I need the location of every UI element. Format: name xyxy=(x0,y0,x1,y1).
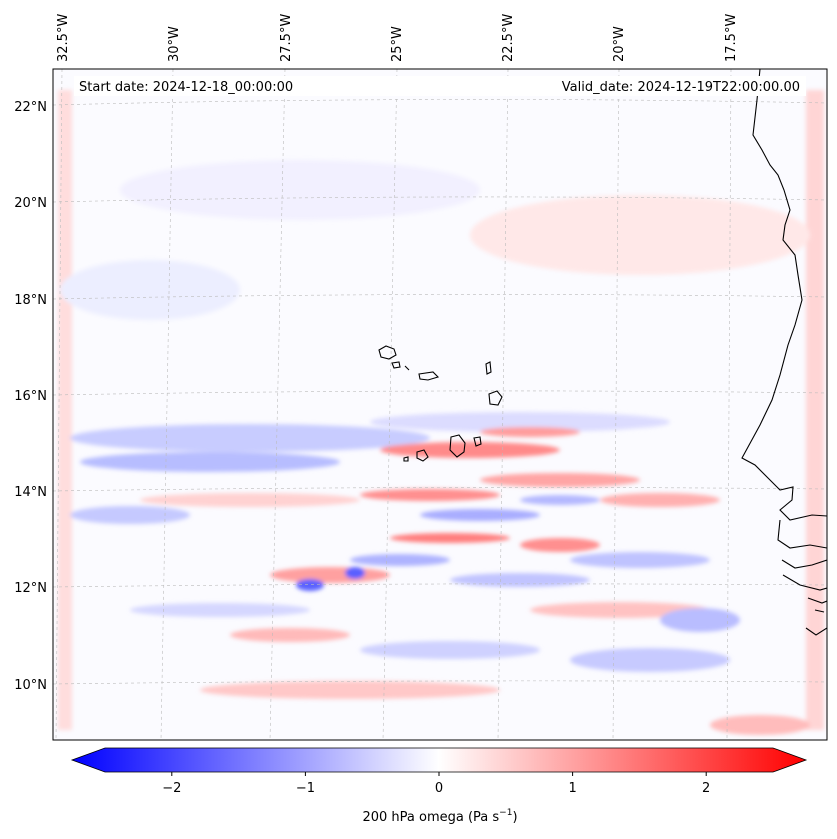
lon-label: 22.5°W xyxy=(501,14,516,62)
lon-label: 27.5°W xyxy=(279,14,294,62)
gridline-lon xyxy=(160,69,174,740)
omega-patch xyxy=(530,602,710,618)
colorbar-label: 200 hPa omega (Pa s−1) xyxy=(362,808,517,825)
lon-label: 17.5°W xyxy=(724,14,739,62)
omega-patch xyxy=(70,424,430,452)
omega-patch xyxy=(520,538,600,552)
omega-patch xyxy=(296,579,324,591)
omega-patch xyxy=(570,552,710,568)
valid-date-label: Valid_date: 2024-12-19T22:00:00.00 xyxy=(562,80,800,95)
omega-patch xyxy=(470,195,810,275)
island-sal xyxy=(485,361,492,375)
omega-patch xyxy=(370,412,670,432)
lon-label: 30°W xyxy=(167,26,182,62)
gridline-lon xyxy=(612,69,620,740)
omega-patch xyxy=(450,573,590,587)
map-panel: Start date: 2024-12-18_00:00:00 Valid_da… xyxy=(52,68,828,741)
island-santo-antao xyxy=(378,345,397,360)
omega-patch xyxy=(390,533,510,543)
gridline-lat xyxy=(53,196,827,203)
colorbar-label-end: ) xyxy=(512,810,517,825)
lat-label: 20°N xyxy=(14,196,47,211)
gridline-lat xyxy=(53,487,827,492)
gridline-lon xyxy=(55,69,63,740)
lat-label: 10°N xyxy=(14,678,47,693)
colorbar: −2 −1 0 1 2 200 hPa omega (Pa s−1) xyxy=(70,747,808,825)
island-sao-nicolau xyxy=(418,371,440,381)
gridline-lon xyxy=(726,69,732,740)
graticule xyxy=(53,69,827,740)
africa-coastline xyxy=(782,574,827,591)
island-sao-vicente xyxy=(391,361,401,369)
africa-coastline xyxy=(807,597,827,604)
lon-label: 20°W xyxy=(612,26,627,62)
island-santa-luzia xyxy=(404,365,410,371)
africa-coastline xyxy=(777,519,827,549)
latitude-labels: 22°N 20°N 18°N 16°N 14°N 12°N 10°N xyxy=(14,100,47,693)
gridline-lon xyxy=(269,69,286,740)
lat-label: 22°N xyxy=(14,100,47,115)
africa-coastline xyxy=(814,609,825,613)
omega-patch xyxy=(130,603,310,617)
island-santiago xyxy=(449,434,466,458)
lat-label: 14°N xyxy=(14,485,47,500)
omega-patch xyxy=(570,648,730,672)
omega-field xyxy=(58,90,824,735)
longitude-labels: 32.5°W 30°W 27.5°W 25°W 22.5°W 20°W 17.5… xyxy=(56,14,739,62)
omega-patch xyxy=(270,567,390,583)
gridline-lat xyxy=(53,680,827,685)
omega-patch xyxy=(806,90,824,730)
island-maio xyxy=(473,436,482,447)
colorbar-tick-label: −1 xyxy=(296,781,315,796)
omega-patch xyxy=(60,260,240,320)
omega-patch xyxy=(70,506,190,524)
date-label-box xyxy=(74,76,806,96)
colorbar-bar xyxy=(70,747,808,773)
omega-patch xyxy=(350,554,450,566)
colorbar-label-main: 200 hPa omega (Pa s xyxy=(362,810,499,825)
colorbar-label-exponent: −1 xyxy=(499,808,512,818)
island-boa-vista xyxy=(488,390,503,406)
omega-patch xyxy=(520,495,600,505)
gridline-lat xyxy=(53,99,827,106)
lat-label: 16°N xyxy=(14,389,47,404)
gridline-lon xyxy=(382,69,398,740)
omega-patch xyxy=(200,681,500,699)
lat-label: 12°N xyxy=(14,581,47,596)
omega-patch xyxy=(80,452,340,472)
colorbar-tick-label: −2 xyxy=(162,781,181,796)
gridline-lon xyxy=(497,69,509,740)
colorbar-tick-label: 1 xyxy=(568,781,576,796)
colorbar-tick-label: 0 xyxy=(435,781,443,796)
omega-patch xyxy=(120,160,480,220)
omega-patch xyxy=(420,509,540,521)
africa-coastline xyxy=(805,627,827,636)
omega-patch xyxy=(600,493,720,507)
omega-patch xyxy=(58,90,72,730)
omega-patch xyxy=(380,442,560,458)
start-date-label: Start date: 2024-12-18_00:00:00 xyxy=(79,80,293,95)
lat-label: 18°N xyxy=(14,293,47,308)
omega-patch xyxy=(660,608,740,632)
omega-patch xyxy=(710,715,810,735)
omega-patch xyxy=(480,427,580,437)
island-brava xyxy=(403,456,409,462)
gridline-lat xyxy=(53,390,827,396)
gridline-lat xyxy=(53,294,827,300)
lon-label: 32.5°W xyxy=(56,14,71,62)
island-fogo xyxy=(416,449,429,462)
omega-patch xyxy=(360,641,540,659)
omega-patch xyxy=(345,567,365,579)
map-frame xyxy=(52,68,828,741)
africa-coastline xyxy=(781,559,827,569)
africa-coastline xyxy=(741,69,827,521)
lon-label: 25°W xyxy=(390,26,405,62)
colorbar-tick-label: 2 xyxy=(702,781,710,796)
omega-patch xyxy=(140,493,360,507)
omega-patch xyxy=(230,628,350,642)
coastlines xyxy=(378,69,827,636)
omega-patch xyxy=(360,489,500,501)
omega-patch xyxy=(480,473,640,487)
